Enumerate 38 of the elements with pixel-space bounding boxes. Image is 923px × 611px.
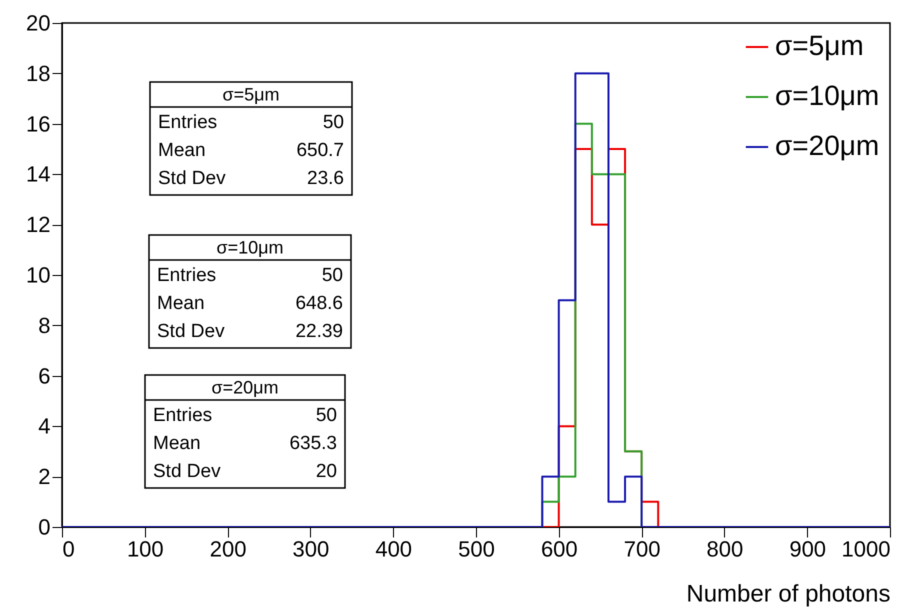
y-tick-label: 12 [26,212,50,238]
x-tick-label: 500 [458,536,495,562]
y-tick-label: 16 [26,111,50,136]
text: Mean 648.6 [157,293,343,314]
annotation: σ=5μm [222,84,280,104]
x-tick-label: 0 [62,536,75,562]
text: Mean 635.3 [153,433,337,454]
text: Std Dev 22.39 [157,321,343,342]
y-tick-label: 8 [38,312,50,338]
x-tick-label: 700 [624,536,660,562]
text: Entries 50 [157,265,343,286]
text: Std Dev 23.6 [158,168,344,189]
text: Std Dev 20 [153,461,337,482]
annotation: σ=10μm [216,238,284,258]
x-tick-label: 600 [540,536,578,562]
y-tick-label: 6 [38,363,50,388]
y-tick-label: 20 [26,10,50,36]
x-tick-label: 200 [210,536,246,562]
text: Entries 50 [158,112,344,133]
y-tick-label: 4 [38,414,50,439]
x-tick-label: 100 [126,536,164,562]
annotation: σ=20μm [211,378,279,398]
x-tick-label: 1000 [842,536,890,562]
y-tick-label: 10 [26,262,50,288]
y-tick-label: 2 [38,464,50,490]
x-tick-label: 400 [375,536,412,562]
x-tick-label: 900 [789,536,826,562]
x-tick-label: 300 [292,536,330,562]
text: Mean 650.7 [158,140,344,161]
y-tick-label: 14 [26,162,50,187]
legend-label: σ=5μm [775,30,864,61]
x-tick-label: 800 [706,536,744,562]
y-tick-label: 18 [26,60,50,86]
legend-label: σ=10μm [775,80,880,111]
text: Entries 50 [153,405,337,426]
y-tick-label: 0 [38,514,50,540]
x-axis-title: Number of photons [686,580,890,608]
legend-label: σ=20μm [775,130,880,161]
